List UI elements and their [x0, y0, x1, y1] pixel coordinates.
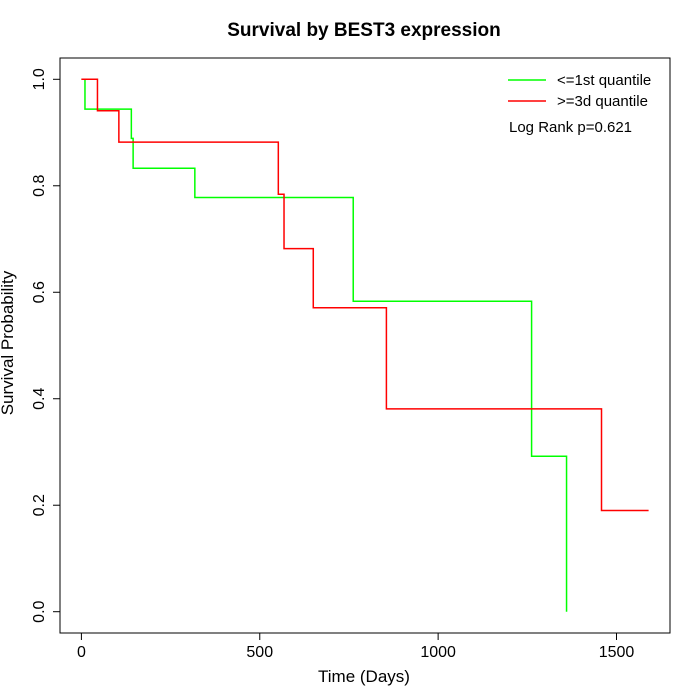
- x-tick-label: 500: [246, 644, 273, 661]
- y-axis-label: Survival Probability: [0, 270, 17, 415]
- log-rank-annotation: Log Rank p=0.621: [509, 119, 632, 136]
- series-layer: [81, 78, 649, 612]
- y-tick-label: 0.0: [31, 600, 48, 622]
- x-tick-label: 1000: [420, 644, 456, 661]
- y-axis: 0.0 0.2 0.4 0.6 0.8 1.0: [31, 68, 60, 623]
- series-line-0: [81, 78, 568, 612]
- legend-label-low: <=1st quantile: [557, 72, 651, 89]
- x-tick-label: 0: [77, 644, 86, 661]
- legend: <=1st quantile >=3d quantile: [508, 72, 651, 110]
- y-tick-label: 0.8: [31, 175, 48, 197]
- x-tick-label: 1500: [599, 644, 635, 661]
- y-tick-label: 1.0: [31, 68, 48, 90]
- x-axis: 0 500 1000 1500: [77, 633, 634, 661]
- chart-title: Survival by BEST3 expression: [227, 20, 501, 41]
- legend-label-high: >=3d quantile: [557, 93, 648, 110]
- y-tick-label: 0.2: [31, 494, 48, 516]
- y-tick-label: 0.6: [31, 281, 48, 303]
- y-tick-label: 0.4: [31, 388, 48, 410]
- plot-frame: [59, 57, 671, 634]
- x-axis-label: Time (Days): [318, 667, 410, 686]
- series-line-1: [81, 78, 649, 512]
